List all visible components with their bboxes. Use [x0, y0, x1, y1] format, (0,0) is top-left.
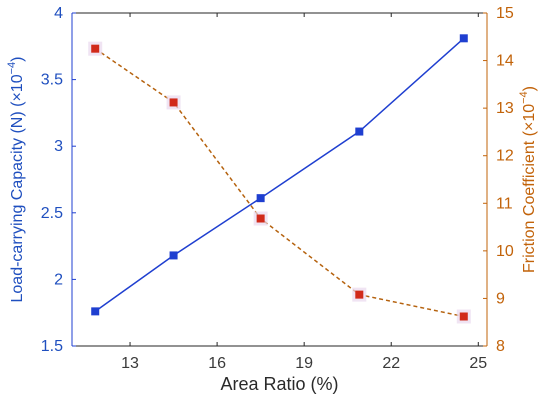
series-1-marker: [355, 127, 364, 136]
plot-background: [72, 13, 487, 346]
x-tick-label: 13: [121, 355, 139, 372]
right-y-tick-label: 13: [496, 100, 514, 117]
right-y-axis-label: Friction Coefficient (×10−4): [518, 86, 538, 273]
left-y-tick-label: 2.5: [41, 205, 63, 222]
series-2-marker: [459, 312, 468, 321]
series-2-marker: [91, 44, 100, 53]
left-y-tick-label: 2: [54, 271, 63, 288]
right-y-tick-label: 9: [496, 290, 505, 307]
x-axis-label: Area Ratio (%): [220, 374, 338, 394]
x-tick-label: 25: [469, 355, 487, 372]
right-y-tick-label: 10: [496, 243, 514, 260]
x-tick-label: 16: [208, 355, 226, 372]
left-y-tick-label: 4: [54, 5, 63, 22]
series-2-marker: [256, 214, 265, 223]
right-y-tick-label: 11: [496, 195, 513, 212]
left-y-tick-label: 1.5: [41, 338, 63, 355]
series-1-marker: [169, 251, 178, 260]
x-tick-label: 22: [382, 355, 400, 372]
right-y-tick-label: 12: [496, 148, 514, 165]
left-y-tick-label: 3.5: [41, 72, 63, 89]
right-y-tick-label: 14: [496, 53, 514, 70]
left-y-axis-label: Load-carrying Capacity (N) (×10−4): [6, 57, 26, 303]
x-tick-label: 19: [295, 355, 313, 372]
series-1-marker: [91, 307, 100, 316]
right-y-tick-label: 8: [496, 338, 505, 355]
series-2-marker: [169, 98, 178, 107]
left-y-tick-label: 3: [54, 138, 63, 155]
series-1-marker: [459, 34, 468, 43]
series-2-marker: [355, 290, 364, 299]
right-y-tick-label: 15: [496, 5, 514, 22]
series-1-marker: [256, 194, 265, 203]
